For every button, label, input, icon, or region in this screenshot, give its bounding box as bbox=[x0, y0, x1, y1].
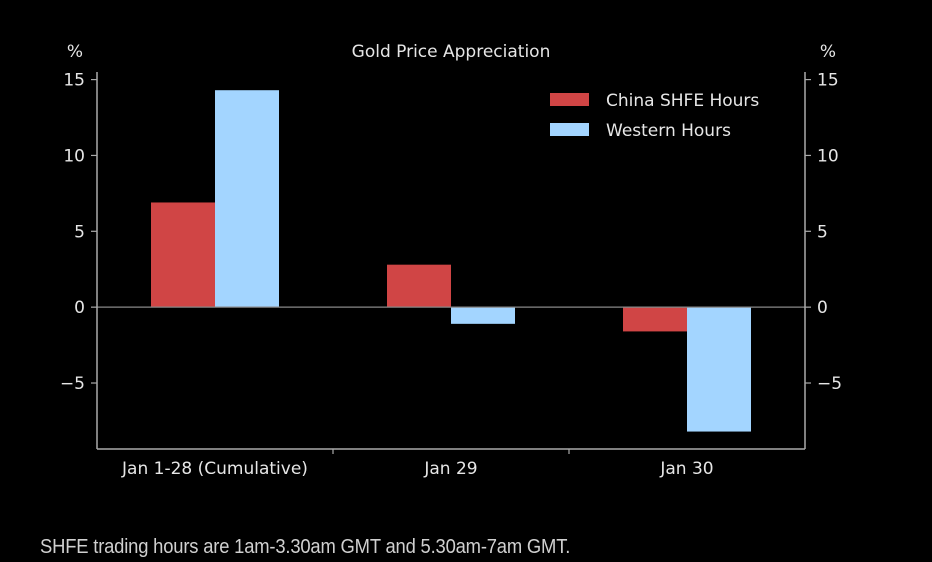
y-tick-label-left: −5 bbox=[60, 374, 85, 394]
bar-western-hours-0 bbox=[215, 90, 279, 308]
bar-china-shfe-hours-0 bbox=[151, 202, 215, 308]
y-tick-label-left: 0 bbox=[74, 298, 85, 318]
bar-china-shfe-hours-1 bbox=[387, 264, 451, 308]
y-tick-label-right: 5 bbox=[817, 222, 828, 242]
y-tick-label-left: 15 bbox=[63, 71, 85, 91]
y-tick-label-left: 10 bbox=[63, 146, 85, 166]
y-tick-label-right: 10 bbox=[817, 146, 839, 166]
legend-label-1: Western Hours bbox=[606, 121, 731, 141]
y-axis-label-left: % bbox=[67, 42, 83, 62]
bar-china-shfe-hours-2 bbox=[623, 307, 687, 332]
x-tick-label: Jan 29 bbox=[423, 459, 477, 479]
x-tick-label: Jan 1-28 (Cumulative) bbox=[121, 459, 308, 479]
bar-western-hours-2 bbox=[687, 307, 751, 432]
legend-swatch-1 bbox=[550, 123, 589, 136]
y-tick-label-left: 5 bbox=[74, 222, 85, 242]
bar-western-hours-1 bbox=[451, 307, 515, 324]
gold-price-chart: Gold Price Appreciation % % Jan 1-28 (Cu… bbox=[60, 42, 842, 479]
y-tick-label-right: 15 bbox=[817, 71, 839, 91]
legend-swatch-0 bbox=[550, 93, 589, 106]
chart-title: Gold Price Appreciation bbox=[352, 42, 551, 62]
legend: China SHFE Hours Western Hours bbox=[550, 91, 759, 141]
bars-group bbox=[151, 90, 751, 432]
legend-label-0: China SHFE Hours bbox=[606, 91, 759, 111]
y-tick-label-right: 0 bbox=[817, 298, 828, 318]
chart-caption: SHFE trading hours are 1am-3.30am GMT an… bbox=[40, 536, 571, 558]
y-tick-label-right: −5 bbox=[817, 374, 842, 394]
x-tick-label: Jan 30 bbox=[659, 459, 713, 479]
axes-group: Jan 1-28 (Cumulative) Jan 29 Jan 30 15 15 10 1… bbox=[60, 71, 842, 479]
y-axis-label-right: % bbox=[820, 42, 836, 62]
